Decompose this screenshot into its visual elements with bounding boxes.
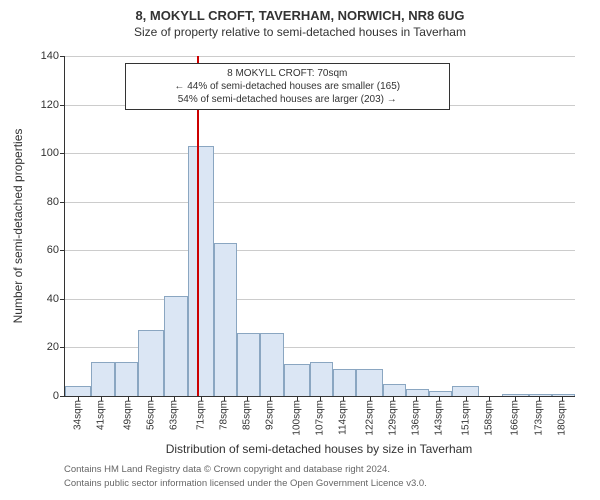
ytick-label: 80: [47, 196, 65, 208]
ytick-label: 140: [41, 50, 65, 62]
gridline: [65, 56, 575, 57]
histogram-bar: [91, 362, 114, 396]
histogram-bar: [138, 330, 164, 396]
histogram-bar: [383, 384, 406, 396]
chart-title-line-2: Size of property relative to semi-detach…: [0, 23, 600, 39]
annotation-line-1: 8 MOKYLL CROFT: 70sqm: [132, 67, 443, 80]
histogram-bar: [284, 364, 310, 396]
annotation-line-3: 54% of semi-detached houses are larger (…: [132, 93, 443, 106]
xtick-label: 56sqm: [146, 396, 157, 430]
xtick-label: 122sqm: [364, 396, 375, 436]
histogram-bar: [356, 369, 382, 396]
annotation-line-2: ← 44% of semi-detached houses are smalle…: [132, 80, 443, 93]
xtick-label: 107sqm: [315, 396, 326, 436]
histogram-bar: [452, 386, 478, 396]
gridline: [65, 250, 575, 251]
histogram-bar: [65, 386, 91, 396]
xtick-label: 151sqm: [460, 396, 471, 436]
footer-copyright-1: Contains HM Land Registry data © Crown c…: [64, 464, 390, 475]
footer-copyright-2: Contains public sector information licen…: [64, 478, 427, 489]
x-axis-label: Distribution of semi-detached houses by …: [166, 442, 473, 456]
xtick-label: 129sqm: [387, 396, 398, 436]
gridline: [65, 299, 575, 300]
xtick-label: 158sqm: [483, 396, 494, 436]
histogram-bar: [237, 333, 260, 396]
gridline: [65, 202, 575, 203]
xtick-label: 92sqm: [265, 396, 276, 430]
xtick-label: 114sqm: [338, 396, 349, 435]
ytick-label: 120: [41, 99, 65, 111]
ytick-label: 100: [41, 147, 65, 159]
y-axis-label: Number of semi-detached properties: [11, 129, 25, 324]
xtick-label: 180sqm: [556, 396, 567, 436]
annotation-box: 8 MOKYLL CROFT: 70sqm← 44% of semi-detac…: [125, 63, 450, 110]
xtick-label: 136sqm: [411, 396, 422, 436]
xtick-label: 85sqm: [242, 396, 253, 430]
histogram-bar: [115, 362, 138, 396]
histogram-bar: [214, 243, 237, 396]
ytick-label: 40: [47, 293, 65, 305]
histogram-bar: [260, 333, 283, 396]
xtick-label: 100sqm: [291, 396, 302, 436]
histogram-bar: [310, 362, 333, 396]
xtick-label: 78sqm: [218, 396, 229, 430]
xtick-label: 143sqm: [434, 396, 445, 436]
histogram-bar: [333, 369, 356, 396]
xtick-label: 41sqm: [96, 396, 107, 430]
property-size-histogram: 8, MOKYLL CROFT, TAVERHAM, NORWICH, NR8 …: [0, 0, 600, 500]
histogram-bar: [188, 146, 214, 396]
xtick-label: 63sqm: [169, 396, 180, 430]
histogram-bar: [406, 389, 429, 396]
histogram-bar: [164, 296, 187, 396]
xtick-label: 166sqm: [510, 396, 521, 436]
gridline: [65, 153, 575, 154]
ytick-label: 20: [47, 341, 65, 353]
xtick-label: 34sqm: [73, 396, 84, 430]
xtick-label: 49sqm: [122, 396, 133, 430]
chart-title-line-1: 8, MOKYLL CROFT, TAVERHAM, NORWICH, NR8 …: [0, 0, 600, 23]
ytick-label: 60: [47, 244, 65, 256]
ytick-label: 0: [53, 390, 65, 402]
plot-area: 02040608010012014034sqm41sqm49sqm56sqm63…: [64, 56, 575, 397]
xtick-label: 71sqm: [195, 396, 206, 430]
xtick-label: 173sqm: [533, 396, 544, 436]
